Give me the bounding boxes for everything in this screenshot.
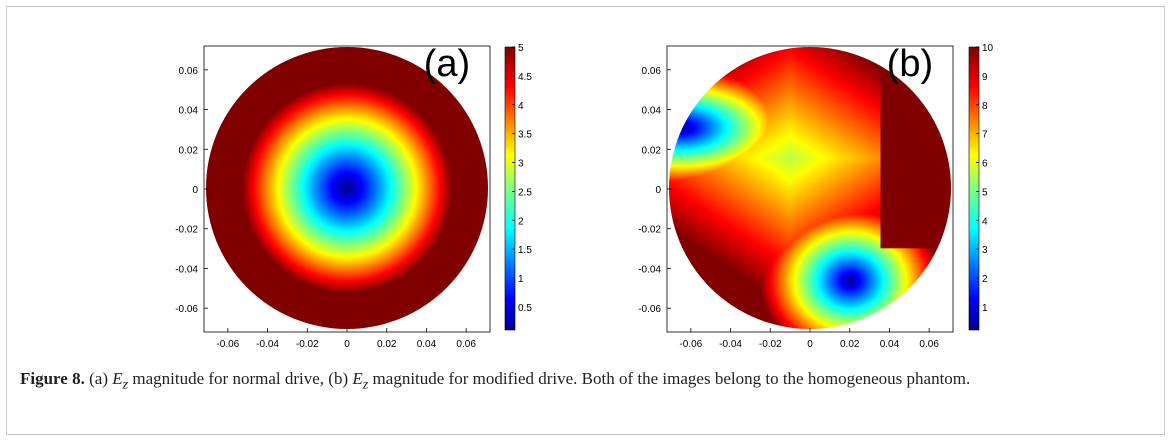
ticks-a: -0.06 -0.04 -0.02 0 0.02 0.04 0.06 0.06 0.04 0.02…: [175, 66, 476, 350]
y-tick-label-b-2: 0.02: [642, 145, 662, 156]
y-tick-label-a-4: -0.02: [175, 225, 198, 236]
heatmap-b: [669, 47, 951, 329]
x-tick-label-b-6: 0.06: [919, 339, 939, 350]
colorbar-tick-label-a-3: 3.5: [518, 130, 532, 141]
caption-part2: magnitude for normal drive, (b): [128, 369, 353, 388]
figure-caption: Figure 8. (a) Ez magnitude for normal dr…: [20, 366, 1150, 397]
heatmap-image-b: [669, 47, 951, 329]
y-tick-label-b-1: 0.04: [642, 106, 662, 117]
colorbar-ticks-a: 5 4.5 4 3.5 3 2.5 2 1.5 1 0.5: [512, 43, 532, 314]
y-tick-label-b-6: -0.06: [638, 304, 661, 315]
y-tick-label-a-6: -0.06: [175, 304, 198, 315]
x-tick-label-a-3: 0: [344, 339, 350, 350]
colorbar-tick-label-b-4: 6: [982, 159, 988, 170]
colorbar-tick-label-a-4: 3: [518, 159, 524, 170]
colorbar-tick-label-a-0: 5: [518, 43, 524, 54]
x-tick-label-b-2: -0.02: [759, 339, 782, 350]
colorbar-ticks-b: 10 9 8 7 6 5 4 3 2 1: [976, 43, 994, 314]
colorbar-tick-label-b-8: 2: [982, 274, 988, 285]
caption-part1: (a): [89, 369, 113, 388]
y-tick-label-a-1: 0.04: [179, 106, 199, 117]
colorbar-tick-label-a-2: 4: [518, 101, 524, 112]
panel-label-a: (a): [424, 43, 470, 85]
panel-label-b: (b): [887, 43, 933, 85]
y-tick-label-a-0: 0.06: [179, 66, 199, 77]
x-tick-label-b-5: 0.04: [880, 339, 900, 350]
colorbar-tick-label-a-7: 1.5: [518, 245, 532, 256]
caption-ez2-sub: z: [362, 376, 369, 393]
caption-ez1-sub: z: [122, 376, 129, 393]
colorbar-a: [504, 46, 516, 331]
colorbar-tick-label-b-0: 10: [982, 43, 994, 54]
panel-b: -0.06 -0.04 -0.02 0 0.02 0.04 0.06 0.06 0.04 0.02…: [638, 43, 993, 350]
y-tick-label-a-3: 0: [192, 185, 198, 196]
colorbar-tick-label-b-2: 8: [982, 101, 988, 112]
y-tick-label-b-3: 0: [655, 185, 661, 196]
x-tick-label-a-5: 0.04: [417, 339, 437, 350]
colorbar-tick-label-a-9: 0.5: [518, 303, 532, 314]
colorbar-tick-label-b-3: 7: [982, 130, 988, 141]
caption-label: Figure 8.: [20, 369, 85, 388]
caption-part3: magnitude for modified drive. Both of th…: [368, 369, 971, 388]
x-tick-label-a-2: -0.02: [296, 339, 319, 350]
colorbar-tick-label-b-9: 1: [982, 303, 988, 314]
y-tick-label-b-0: 0.06: [642, 66, 662, 77]
x-tick-label-b-0: -0.06: [679, 339, 702, 350]
colorbar-tick-label-b-1: 9: [982, 72, 988, 83]
x-tick-label-b-4: 0.02: [840, 339, 860, 350]
colorbar-tick-label-a-5: 2.5: [518, 187, 532, 198]
y-tick-label-b-4: -0.02: [638, 225, 661, 236]
x-tick-label-a-6: 0.06: [456, 339, 476, 350]
caption-ez1: E: [112, 369, 123, 388]
x-tick-label-a-4: 0.02: [377, 339, 397, 350]
ticks-b: -0.06 -0.04 -0.02 0 0.02 0.04 0.06 0.06 0.04 0.02…: [638, 66, 939, 350]
y-tick-label-b-5: -0.04: [638, 264, 661, 275]
colorbar-tick-label-b-6: 4: [982, 216, 988, 227]
colorbar-tick-label-a-8: 1: [518, 274, 524, 285]
heatmap-image-a: [206, 47, 488, 329]
colorbar-tick-label-a-6: 2: [518, 216, 524, 227]
colorbar-tick-label-a-1: 4.5: [518, 72, 532, 83]
x-tick-label-b-1: -0.04: [719, 339, 742, 350]
x-tick-label-a-1: -0.04: [256, 339, 279, 350]
colorbar-tick-label-b-5: 5: [982, 187, 988, 198]
panel-a: -0.06 -0.04 -0.02 0 0.02 0.04 0.06 0.06 0.04 0.02…: [175, 43, 532, 350]
caption-ez2: E: [352, 369, 363, 388]
x-tick-label-b-3: 0: [807, 339, 813, 350]
y-tick-label-a-5: -0.04: [175, 264, 198, 275]
y-tick-label-a-2: 0.02: [179, 145, 199, 156]
x-tick-label-a-0: -0.06: [216, 339, 239, 350]
colorbar-b: [968, 46, 980, 331]
figure-plots: -0.06 -0.04 -0.02 0 0.02 0.04 0.06 0.06 0.04 0.02…: [175, 43, 993, 350]
heatmap-a: [206, 47, 488, 329]
colorbar-tick-label-b-7: 3: [982, 245, 988, 256]
